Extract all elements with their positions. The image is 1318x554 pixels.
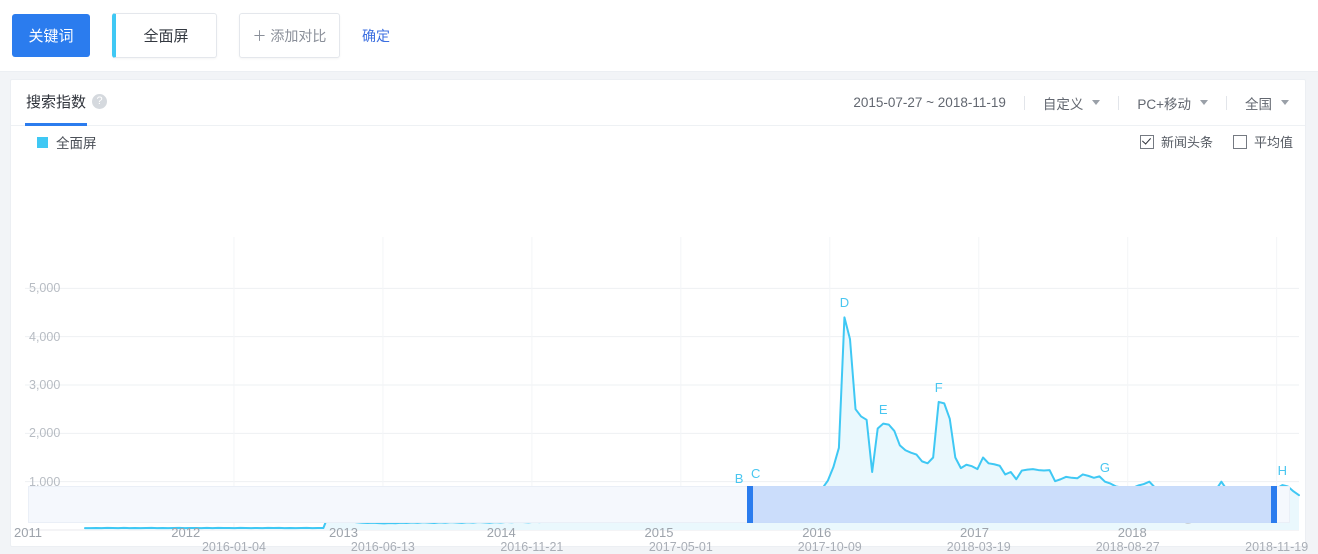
scrubber-year-tick: 2016 <box>802 525 832 540</box>
trend-line-chart <box>25 237 1300 531</box>
region-dropdown-label: 全国 <box>1245 96 1272 112</box>
scrubber-selected-range[interactable] <box>750 486 1275 523</box>
device-dropdown-label: PC+移动 <box>1137 96 1191 112</box>
top-toolbar: 关键词 全面屏 ＋ 添加对比 确定 <box>0 0 1318 72</box>
filters-bar: 2015-07-27 ~ 2018-11-19 自定义 PC+移动 全国 <box>853 80 1289 125</box>
x-axis-labels: 2016-01-04 2016-06-13 2016-11-21 2017-05-01… <box>11 540 1309 554</box>
tab-active-indicator <box>25 123 87 126</box>
device-dropdown[interactable]: PC+移动 <box>1137 93 1208 113</box>
checkbox-unchecked-icon <box>1232 134 1247 149</box>
checkbox-checked-icon <box>1139 134 1154 149</box>
scrubber-year-tick: 2018 <box>1117 525 1147 540</box>
scrubber-handle-left[interactable] <box>747 486 754 523</box>
y-axis-tick: 1,000 <box>29 474 61 489</box>
divider <box>1226 95 1227 110</box>
chevron-down-icon <box>1200 100 1208 105</box>
legend-item-quanmianping[interactable]: 全面屏 <box>37 132 97 152</box>
tab-search-index[interactable]: 搜索指数 ? <box>26 91 108 112</box>
checkbox-average[interactable]: 平均值 <box>1232 132 1293 151</box>
y-axis-tick: 4,000 <box>29 329 61 344</box>
scrubber-year-labels: 2011 2012 2013 2014 2015 2016 2017 2018 <box>0 525 1318 547</box>
help-icon[interactable]: ? <box>92 94 108 109</box>
checkbox-news-headline-label: 新闻头条 <box>1160 135 1213 150</box>
keyword-chip-quanmianping[interactable]: 全面屏 <box>112 13 217 58</box>
divider <box>1023 95 1025 110</box>
scrubber-year-tick: 2017 <box>960 525 989 540</box>
region-dropdown[interactable]: 全国 <box>1245 93 1289 113</box>
x-axis-tick: 2018-11-19 <box>1245 540 1309 554</box>
y-axis-tick: 5,000 <box>29 281 61 296</box>
legend-label: 全面屏 <box>56 136 97 151</box>
search-index-card: 搜索指数 ? 2015-07-27 ~ 2018-11-19 自定义 PC+移动 <box>10 79 1308 554</box>
chevron-down-icon <box>1092 100 1101 105</box>
add-compare-button[interactable]: ＋ 添加对比 <box>239 13 340 58</box>
peak-label-g: G <box>1099 459 1111 475</box>
peak-label-c: C <box>751 466 761 482</box>
tab-search-index-label: 搜索指数 <box>26 94 87 111</box>
scrubber-year-tick: 2015 <box>644 525 674 540</box>
peak-label-b: B <box>734 471 744 487</box>
x-axis-tick: 2018-08-27 <box>1095 540 1160 554</box>
peak-label-h: H <box>1277 463 1288 479</box>
chart-option-checkboxes: 新闻头条 平均值 <box>1139 132 1293 151</box>
scrubber-track-wrap[interactable] <box>28 486 1290 523</box>
x-axis-tick: 2016-11-21 <box>500 540 564 554</box>
scrubber-year-tick: 2013 <box>329 525 358 540</box>
x-axis-tick: 2016-01-04 <box>201 540 266 554</box>
legend-color-swatch <box>37 136 48 148</box>
scrubber-year-tick: 2012 <box>171 525 201 540</box>
date-range-display[interactable]: 2015-07-27 ~ 2018-11-19 <box>853 95 1006 110</box>
checkbox-news-headline[interactable]: 新闻头条 <box>1139 132 1213 151</box>
legend-row: 全面屏 新闻头条 平均值 <box>11 125 1305 159</box>
card-header: 搜索指数 ? 2015-07-27 ~ 2018-11-19 自定义 PC+移动 <box>11 80 1305 126</box>
keyword-button[interactable]: 关键词 <box>12 14 90 57</box>
scrubber-handle-right[interactable] <box>1271 486 1278 523</box>
period-dropdown[interactable]: 自定义 <box>1043 93 1101 113</box>
x-axis-tick: 2017-10-09 <box>797 540 862 554</box>
x-axis-tick: 2017-05-01 <box>648 540 713 554</box>
scrubber-year-tick: 2014 <box>486 525 516 540</box>
chevron-down-icon <box>1281 100 1289 105</box>
x-axis-tick: 2016-06-13 <box>350 540 415 554</box>
peak-label-f: F <box>934 379 943 395</box>
period-dropdown-label: 自定义 <box>1042 96 1084 112</box>
y-axis-tick: 3,000 <box>29 378 61 392</box>
confirm-button[interactable]: 确定 <box>362 27 390 44</box>
scrubber-year-tick: 2011 <box>14 525 42 540</box>
y-axis-tick: 2,000 <box>29 426 61 441</box>
x-axis-tick: 2018-03-19 <box>946 540 1011 554</box>
checkbox-average-label: 平均值 <box>1253 135 1293 150</box>
divider <box>1118 95 1120 110</box>
peak-label-e: E <box>878 401 888 417</box>
peak-label-d: D <box>839 295 850 311</box>
